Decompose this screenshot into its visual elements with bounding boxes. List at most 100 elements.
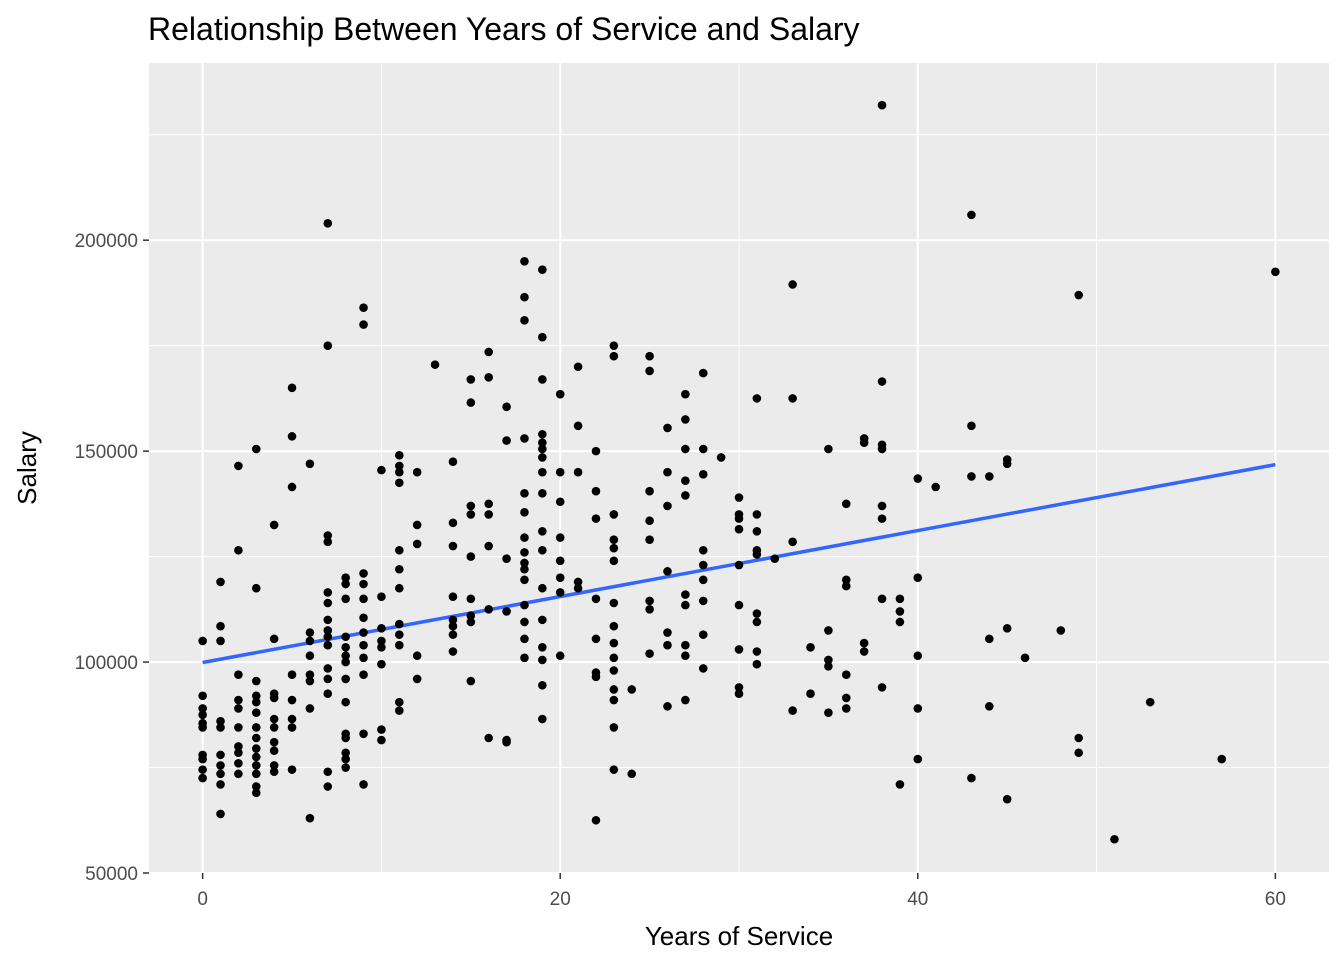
data-point xyxy=(698,630,708,639)
data-point xyxy=(645,486,654,496)
data-point xyxy=(216,750,225,760)
data-point xyxy=(627,769,637,779)
data-point xyxy=(198,773,207,783)
data-point xyxy=(663,640,672,650)
data-point xyxy=(359,303,368,312)
data-point xyxy=(716,453,726,462)
data-point xyxy=(484,347,493,357)
data-point xyxy=(484,372,493,382)
data-point xyxy=(341,579,350,589)
data-point xyxy=(520,564,529,574)
data-point xyxy=(752,550,762,559)
data-point xyxy=(573,421,583,431)
data-point xyxy=(913,651,923,661)
data-point xyxy=(841,581,851,591)
data-point xyxy=(305,813,315,823)
data-point xyxy=(555,533,565,542)
data-point xyxy=(645,366,654,376)
data-point xyxy=(788,706,797,715)
data-point xyxy=(841,499,851,509)
data-point xyxy=(323,588,333,597)
data-point xyxy=(967,421,976,431)
data-point xyxy=(395,564,404,574)
data-point xyxy=(377,636,386,646)
data-point xyxy=(412,674,422,684)
data-point xyxy=(359,320,368,329)
data-point xyxy=(698,596,708,606)
data-point xyxy=(555,389,565,399)
data-point xyxy=(198,710,207,720)
data-point xyxy=(538,265,547,275)
data-point xyxy=(663,501,672,511)
data-point xyxy=(430,360,440,369)
data-point xyxy=(841,575,851,585)
data-point xyxy=(573,362,583,372)
y-tick-label: 150000 xyxy=(75,442,138,463)
data-point xyxy=(448,592,458,601)
data-point xyxy=(484,499,493,509)
data-point xyxy=(395,640,404,650)
data-point xyxy=(234,748,243,758)
data-point xyxy=(341,632,350,642)
data-point xyxy=(341,674,350,684)
data-point xyxy=(341,657,350,667)
data-point xyxy=(448,541,458,551)
data-point xyxy=(591,634,601,644)
data-point xyxy=(538,583,547,593)
data-point xyxy=(591,672,601,682)
data-point xyxy=(734,689,744,699)
data-point xyxy=(323,689,333,699)
data-point xyxy=(734,683,744,692)
data-point xyxy=(269,746,279,755)
data-point xyxy=(520,489,529,498)
data-point xyxy=(251,782,261,791)
data-point xyxy=(538,615,547,625)
data-point xyxy=(538,438,547,447)
data-point xyxy=(484,541,493,551)
data-point xyxy=(251,444,261,454)
data-point xyxy=(234,695,243,705)
data-point xyxy=(251,744,261,753)
data-point xyxy=(627,685,637,694)
data-point xyxy=(287,695,297,705)
data-point xyxy=(251,583,261,593)
data-point xyxy=(1110,834,1119,844)
data-point xyxy=(234,545,243,555)
data-point xyxy=(985,634,994,644)
data-point xyxy=(877,377,887,386)
data-point xyxy=(877,444,887,454)
data-point xyxy=(663,567,672,576)
data-point xyxy=(341,754,350,764)
data-point xyxy=(466,617,476,627)
data-point xyxy=(377,592,386,601)
data-point xyxy=(645,535,654,545)
data-point xyxy=(877,594,887,604)
data-point xyxy=(520,653,529,663)
data-point xyxy=(395,451,404,460)
data-point xyxy=(877,683,887,692)
data-point xyxy=(216,723,225,732)
data-point xyxy=(251,788,261,798)
y-axis-title: Salary xyxy=(12,431,42,505)
data-point xyxy=(269,723,279,732)
data-point xyxy=(806,689,815,699)
data-point xyxy=(681,415,690,424)
data-point xyxy=(216,769,225,779)
data-point xyxy=(913,704,923,713)
data-point xyxy=(681,389,690,399)
data-point xyxy=(752,609,762,618)
data-point xyxy=(1020,653,1030,663)
data-point xyxy=(234,769,243,779)
data-point xyxy=(466,501,476,511)
data-point xyxy=(538,444,547,454)
data-point xyxy=(412,520,422,530)
data-point xyxy=(609,621,619,631)
data-point xyxy=(341,733,350,743)
data-point xyxy=(752,659,762,669)
data-point xyxy=(663,702,672,711)
data-point xyxy=(359,653,368,663)
data-point xyxy=(359,594,368,604)
data-point xyxy=(681,491,690,500)
data-point xyxy=(663,467,672,477)
